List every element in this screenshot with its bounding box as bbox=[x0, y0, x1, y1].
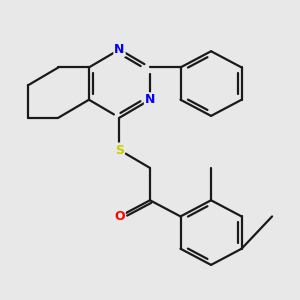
Text: O: O bbox=[114, 210, 125, 223]
Text: N: N bbox=[114, 43, 125, 56]
Text: S: S bbox=[115, 143, 124, 157]
Text: N: N bbox=[145, 93, 155, 106]
